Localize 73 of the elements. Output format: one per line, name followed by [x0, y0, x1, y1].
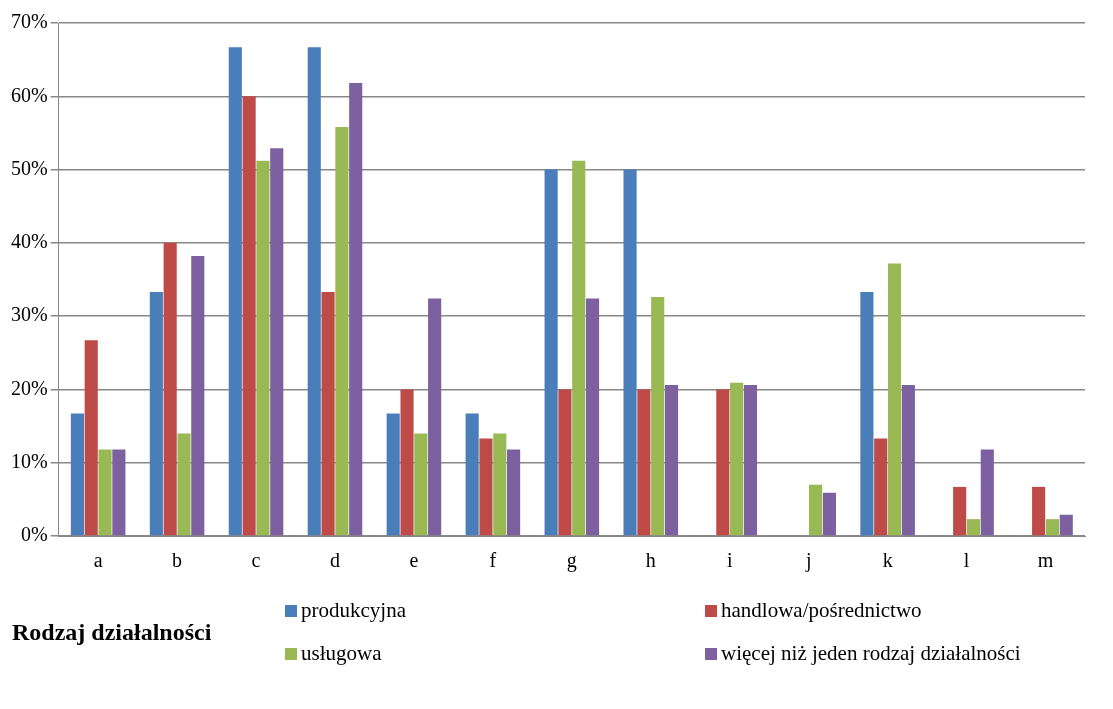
bar — [349, 83, 363, 536]
bar — [572, 160, 586, 536]
legend-title: Rodzaj działalności — [11, 618, 213, 646]
y-tick-label: 40% — [10, 230, 48, 253]
bar — [228, 47, 242, 536]
x-tick-label: h — [645, 549, 656, 572]
legend-label: usługowa — [301, 641, 382, 666]
x-tick-label: m — [1037, 549, 1054, 572]
bar — [874, 438, 888, 536]
bar — [664, 385, 679, 536]
bar — [149, 291, 163, 536]
x-tick-label: a — [93, 549, 103, 572]
bar — [70, 413, 84, 536]
bar — [730, 382, 744, 536]
bar — [507, 449, 521, 536]
y-tick-label: 20% — [10, 376, 48, 399]
bar — [980, 449, 994, 536]
bar — [651, 297, 665, 536]
bar — [860, 291, 874, 536]
bar — [953, 486, 967, 536]
bar — [335, 127, 349, 536]
x-tick-label: k — [882, 549, 893, 572]
bar — [887, 263, 902, 536]
bar — [321, 291, 335, 536]
bar — [1059, 514, 1073, 536]
x-tick-label: d — [329, 549, 340, 572]
bar — [544, 169, 558, 536]
y-tick-label: 0% — [20, 523, 48, 546]
bar — [98, 449, 112, 536]
y-tick-label: 70% — [10, 10, 48, 33]
x-tick-label: c — [251, 549, 261, 572]
bar — [84, 340, 98, 536]
legend-label: produkcyjna — [301, 598, 406, 623]
bar — [307, 47, 321, 536]
bar — [966, 519, 981, 536]
bar — [465, 413, 479, 536]
bar — [112, 449, 126, 536]
bar — [1045, 519, 1059, 536]
bar — [242, 96, 256, 536]
bar — [809, 484, 823, 536]
bar — [400, 389, 414, 536]
bar — [1032, 486, 1046, 536]
bar — [256, 160, 270, 536]
bar — [901, 385, 915, 536]
bar — [386, 413, 400, 536]
bar — [163, 242, 177, 536]
x-tick-label: l — [963, 549, 970, 572]
legend-label: handlowa/pośrednictwo — [721, 598, 922, 623]
legend-label: więcej niż jeden rodzaj działalności — [721, 641, 1021, 666]
bar — [191, 256, 205, 536]
x-tick-label: g — [566, 549, 577, 573]
x-tick-label: b — [172, 549, 183, 572]
bar — [428, 298, 442, 536]
bar — [177, 433, 191, 536]
bar — [479, 438, 493, 536]
x-tick-label: e — [409, 549, 419, 572]
y-tick-label: 50% — [10, 156, 48, 179]
bar — [414, 433, 428, 536]
bar — [743, 385, 758, 536]
y-tick-label: 10% — [10, 449, 48, 472]
bar — [270, 148, 284, 536]
y-tick-label: 60% — [10, 83, 48, 106]
bar — [822, 492, 836, 536]
bar — [637, 389, 651, 536]
x-tick-label: i — [726, 549, 733, 572]
bar — [558, 389, 572, 536]
x-tick-label: j — [804, 549, 812, 573]
x-tick-label: f — [489, 549, 497, 572]
bar — [585, 298, 600, 536]
bar — [716, 389, 730, 536]
y-tick-label: 30% — [10, 303, 48, 326]
bar — [623, 169, 637, 536]
bar — [493, 433, 507, 536]
